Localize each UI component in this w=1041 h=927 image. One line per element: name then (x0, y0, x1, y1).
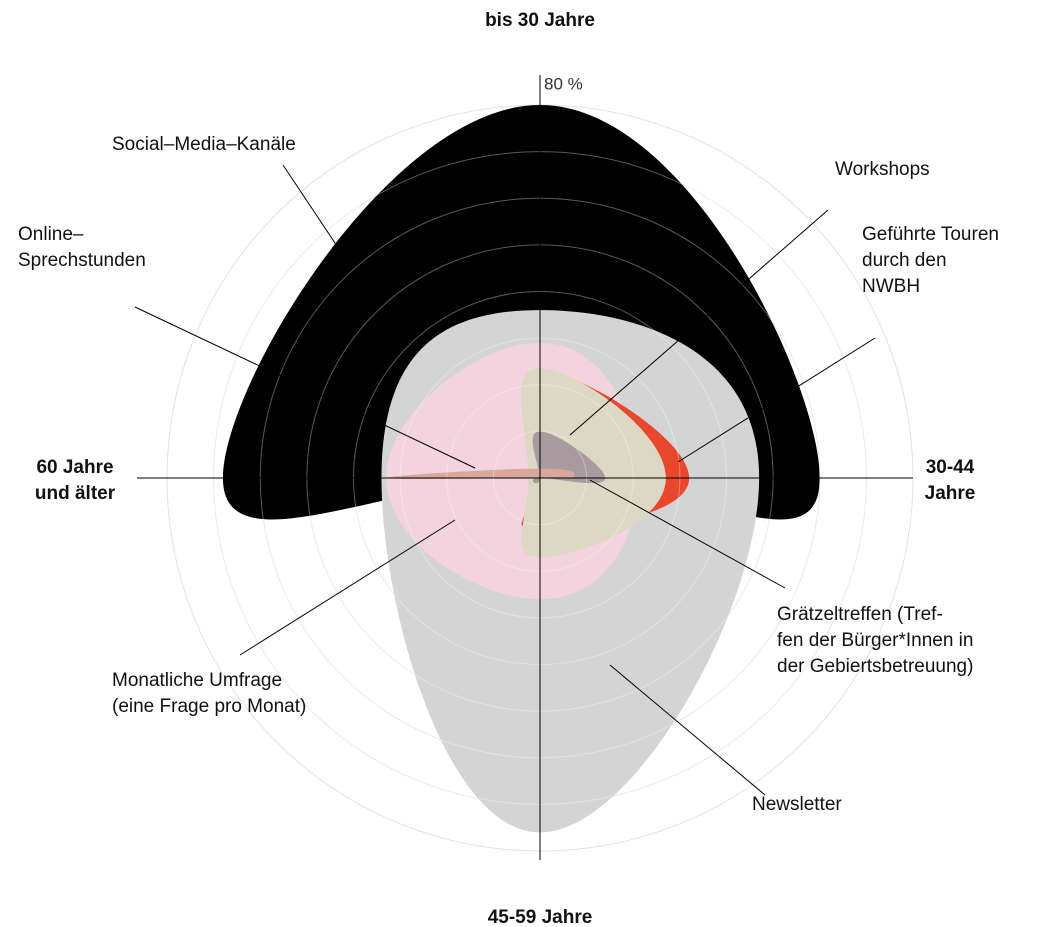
leader-line (569, 209, 829, 436)
category-label: 30-44 Jahre (924, 457, 976, 504)
leader-line (677, 337, 876, 463)
series-label: Newsletter (752, 794, 842, 815)
series-label: Workshops (835, 159, 930, 180)
leader-line (239, 519, 456, 656)
series-label: Online– Sprechstunden (18, 224, 146, 271)
series-label: Monatliche Umfrage (eine Frage pro Monat… (112, 670, 307, 717)
leader-line (134, 306, 476, 469)
category-label: bis 30 Jahre (485, 10, 595, 31)
y-tick-label: 80 % (544, 74, 583, 93)
category-label: 45-59 Jahre (487, 907, 593, 927)
leader-line (589, 479, 786, 589)
leader-line (282, 164, 346, 259)
leader-line (609, 664, 766, 796)
series-label: Grätzeltreffen (Tref- fen der Bürger*Inn… (777, 604, 974, 677)
category-label: 60 Jahre und älter (34, 457, 116, 504)
series-area (386, 468, 575, 480)
series-label: Geführte Touren durch den NWBH (862, 224, 999, 297)
series-label: Social–Media–Kanäle (112, 134, 296, 155)
